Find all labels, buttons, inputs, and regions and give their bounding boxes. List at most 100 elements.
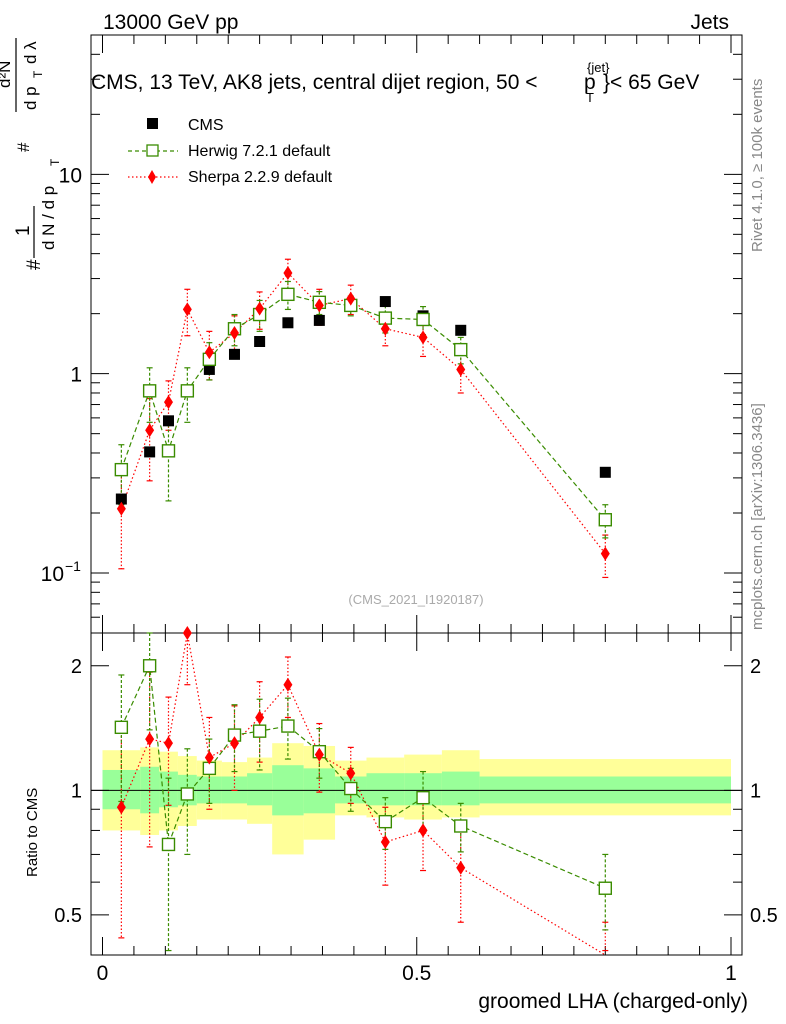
- herwig-point: [142, 384, 157, 398]
- main-ylabel-one: 1: [13, 225, 34, 236]
- cms-data-point: [254, 335, 266, 347]
- cms-data-point: [379, 296, 391, 308]
- sherpa-point: [182, 302, 192, 317]
- ratio-y-tick-label-right: 1: [750, 780, 761, 802]
- sherpa-point: [255, 301, 265, 316]
- ratio-sherpa-point: [314, 747, 324, 762]
- sherpa-point: [145, 423, 155, 438]
- sherpa-point: [204, 345, 214, 360]
- ratio-herwig-point: [114, 720, 129, 735]
- cms-data-point: [599, 466, 611, 478]
- sherpa-point: [314, 298, 324, 313]
- main-title: CMS, 13 TeV, AK8 jets, central dijet reg…: [91, 60, 699, 105]
- legend-cms-marker: [147, 118, 158, 129]
- main-title-text: CMS, 13 TeV, AK8 jets, central dijet reg…: [91, 71, 538, 94]
- ratio-sherpa-point: [346, 766, 356, 781]
- sherpa-line: [120, 272, 606, 555]
- main-ylabel-hash: #: [24, 259, 45, 270]
- main-y-tick-label: 10: [41, 563, 64, 586]
- sherpa-point: [116, 501, 126, 516]
- ratio-sherpa-point: [283, 677, 293, 692]
- main-series-layer: [114, 258, 612, 579]
- legend-cms-label: CMS: [188, 117, 224, 134]
- ratio-herwig-point: [344, 781, 358, 796]
- ratio-y-tick-label-right: 0.5: [750, 905, 778, 927]
- main-title-jet-sup: {jet}: [587, 60, 610, 75]
- sherpa-point: [600, 546, 610, 561]
- main-ylabel-dl: d λ: [21, 41, 40, 64]
- sherpa-point: [418, 330, 428, 345]
- ratio-herwig-point: [180, 787, 195, 801]
- ratio-herwig-point: [281, 719, 295, 733]
- legend-sherpa-marker: [148, 170, 156, 184]
- sherpa-point: [380, 321, 390, 336]
- ratio-sherpa-point: [163, 736, 173, 751]
- main-title-p: p: [584, 71, 596, 94]
- herwig-point: [454, 342, 468, 357]
- ratio-sherpa-point: [255, 710, 265, 725]
- sherpa-point: [163, 395, 173, 410]
- ratio-herwig-point: [598, 881, 612, 895]
- herwig-point: [161, 444, 176, 458]
- legend: CMS Herwig 7.2.1 default Sherpa 2.2.9 de…: [128, 117, 333, 186]
- cms-data-point: [115, 493, 127, 505]
- ratio-sherpa-point: [204, 750, 214, 765]
- ratio-herwig-point: [416, 790, 430, 805]
- header-energy-label: 13000 GeV pp: [103, 11, 238, 34]
- sherpa-point: [456, 362, 466, 377]
- x-tick-label: 1: [725, 962, 737, 985]
- ratio-sherpa-point: [116, 800, 126, 815]
- sherpa-point: [346, 291, 356, 306]
- cms-data-point: [162, 415, 174, 427]
- ratio-herwig-point: [252, 724, 267, 738]
- main-y-tick-label: 10: [59, 164, 82, 187]
- herwig-point: [281, 287, 295, 302]
- herwig-point: [180, 384, 195, 398]
- ratio-y-tick-label-left: 2: [71, 656, 82, 678]
- main-ylabel-dn: d N / d p: [39, 186, 58, 250]
- ratio-herwig-point: [161, 837, 176, 852]
- herwig-point: [114, 462, 129, 477]
- cms-data-point: [455, 324, 467, 336]
- sherpa-point: [229, 325, 239, 340]
- ratio-herwig-point: [378, 814, 393, 829]
- mcplots-label: mcplots.cern.ch [arXiv:1306.3436]: [749, 403, 766, 630]
- header-jets-label: Jets: [690, 11, 729, 34]
- main-y-tick-label: 1: [70, 364, 82, 387]
- ratio-band-inner: [441, 771, 480, 806]
- ratio-herwig-point: [142, 659, 157, 673]
- legend-herwig-label: Herwig 7.2.1 default: [188, 143, 331, 160]
- main-ylabel-dp: d p: [21, 86, 40, 110]
- ratio-y-tick-label-left: 0.5: [54, 905, 82, 927]
- ratio-axis-ticks: 0.5 0.5 1 1 2 2 0 0.5 1: [54, 633, 778, 985]
- ratio-y-tick-label-left: 1: [71, 780, 82, 802]
- ratio-sherpa-point: [229, 736, 239, 751]
- ratio-sherpa-point: [145, 732, 155, 747]
- x-axis-label: groomed LHA (charged-only): [478, 990, 748, 1013]
- ratio-sherpa-point: [182, 626, 192, 640]
- sherpa-point: [283, 265, 293, 280]
- main-ylabel-t1: T: [48, 158, 62, 166]
- legend-herwig-marker: [146, 144, 159, 157]
- ratio-band-inner: [247, 773, 273, 806]
- ratio-herwig-line: [120, 663, 606, 889]
- ratio-series-layer: [114, 626, 612, 956]
- main-ylabel-d2n: d²N: [0, 61, 14, 88]
- ratio-sherpa-point: [456, 860, 466, 875]
- main-ylabel: # 1 d N / d p T # d²N d p T d λ: [0, 38, 62, 270]
- cms-data-point: [228, 348, 240, 360]
- cms-data-point: [282, 317, 294, 329]
- main-title-tail: }< 65 GeV: [603, 71, 699, 94]
- ratio-herwig-point: [454, 819, 468, 833]
- cms-data-point: [144, 446, 156, 458]
- herwig-point: [416, 312, 430, 327]
- ratio-sherpa-point: [380, 835, 390, 850]
- legend-sherpa-label: Sherpa 2.2.9 default: [188, 169, 333, 186]
- ratio-ylabel: Ratio to CMS: [24, 788, 41, 877]
- herwig-point: [598, 513, 612, 527]
- ratio-sherpa-point: [418, 823, 428, 838]
- x-tick-label: 0.5: [402, 962, 431, 985]
- x-tick-label: 0: [97, 962, 109, 985]
